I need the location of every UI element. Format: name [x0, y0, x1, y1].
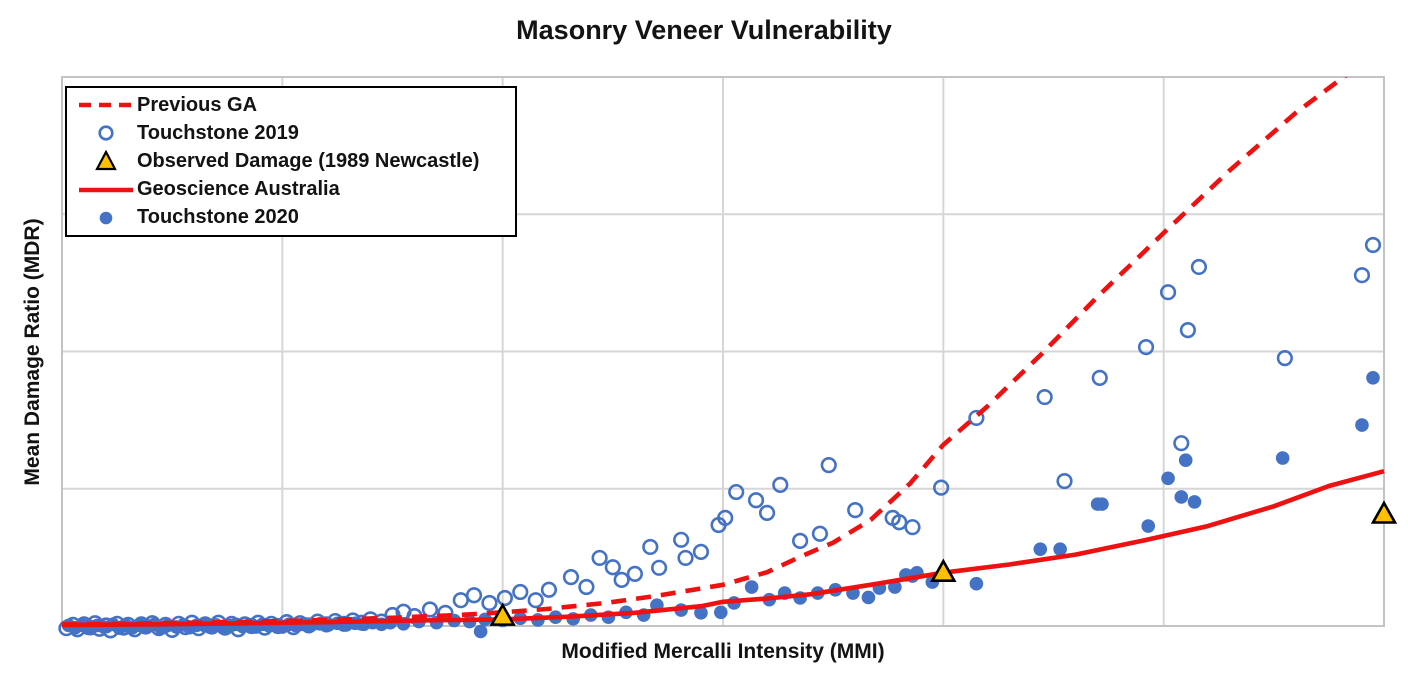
legend-item-touchstone-2019: Touchstone 2019: [75, 119, 513, 147]
legend-item-geoscience-australia: Geoscience Australia: [75, 176, 513, 204]
series-touchstone-2020: [61, 371, 1380, 639]
legend-item-observed-damage: Observed Damage (1989 Newcastle): [75, 147, 513, 175]
legend-label-touchstone-2019: Touchstone 2019: [137, 121, 299, 144]
legend-label-previous-ga: Previous GA: [137, 93, 258, 116]
dashed-line-icon: [75, 94, 137, 116]
x-axis-label: Modified Mercalli Intensity (MMI): [561, 640, 885, 663]
legend-item-touchstone-2020: Touchstone 2020: [75, 204, 513, 232]
legend-item-previous-ga: Previous GA: [75, 91, 513, 119]
legend-label-geoscience-australia: Geoscience Australia: [137, 178, 340, 201]
series-observed-damage: [489, 500, 1398, 626]
y-axis-label: Mean Damage Ratio (MDR): [21, 218, 44, 486]
legend-label-touchstone-2020: Touchstone 2020: [137, 206, 299, 229]
legend: Previous GA Touchstone 2019 Observed Dam…: [65, 86, 517, 237]
filled-circle-icon: [75, 207, 137, 229]
chart-title: Masonry Veneer Vulnerability: [516, 15, 892, 45]
open-circle-icon: [75, 122, 137, 144]
legend-label-observed-damage: Observed Damage (1989 Newcastle): [137, 149, 480, 172]
series-touchstone-2019: [58, 236, 1382, 639]
triangle-icon: [75, 150, 137, 172]
solid-line-icon: [75, 179, 137, 201]
